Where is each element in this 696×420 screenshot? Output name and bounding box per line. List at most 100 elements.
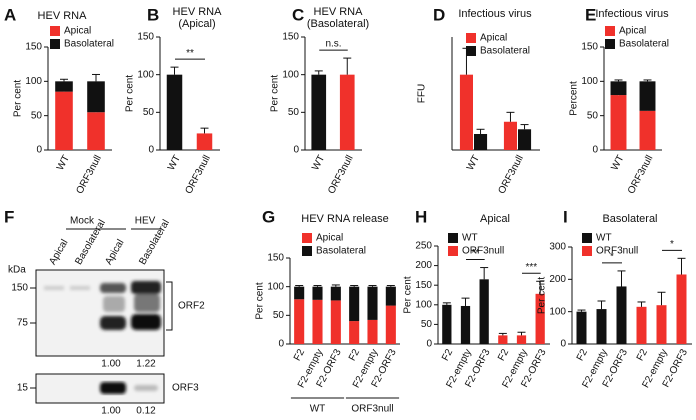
bar	[576, 311, 587, 344]
legend-label: Apical	[480, 33, 507, 44]
y-axis-label: Per cent	[537, 277, 548, 314]
error-bar	[461, 297, 470, 306]
legend-label: WT	[596, 233, 612, 244]
y-tick-label: 100	[267, 281, 284, 292]
y-tick-label: 50	[273, 310, 285, 321]
legend-label: Basolateral	[64, 39, 114, 50]
band	[100, 382, 126, 394]
legend-label: Apical	[316, 233, 343, 244]
lane-label: Apical	[47, 238, 70, 267]
quant-label: 0.12	[136, 406, 156, 417]
significance-label: **	[186, 48, 194, 59]
bar	[367, 286, 378, 320]
error-bar	[92, 73, 100, 82]
error-bar	[677, 257, 686, 275]
error-bar	[643, 79, 652, 82]
bar	[636, 306, 647, 344]
x-tick-label: ORF3null	[326, 153, 356, 195]
band-label: ORF2	[178, 301, 205, 312]
band	[131, 314, 161, 330]
bar	[616, 286, 627, 344]
band-label: ORF3	[172, 383, 199, 394]
error-bar	[577, 309, 586, 312]
band	[134, 294, 160, 312]
bands	[44, 281, 161, 330]
bar	[639, 81, 656, 111]
bar	[639, 110, 656, 150]
bar	[518, 129, 532, 150]
bar	[312, 299, 323, 344]
error-bar	[314, 70, 323, 75]
group-label: ORF3null	[351, 404, 393, 415]
panel-letter: I	[563, 207, 568, 226]
y-axis-label: Per cent	[125, 75, 136, 112]
y-tick-label: 250	[415, 241, 432, 252]
chart-title: HEV RNA	[173, 6, 223, 18]
y-tick-label: 150	[267, 253, 284, 264]
error-bar	[614, 79, 623, 82]
legend-label: ORF3null	[462, 246, 504, 257]
kda-label: kDa	[8, 265, 26, 276]
bar	[610, 81, 627, 96]
y-tick-label: 150	[415, 280, 432, 291]
panel-letter: B	[147, 5, 159, 24]
y-tick-label: 50	[421, 319, 433, 330]
group-label: HEV	[135, 216, 156, 227]
bar	[330, 286, 341, 301]
quant-label: 1.00	[101, 359, 121, 370]
y-tick-label: 0	[36, 145, 42, 156]
bar	[196, 133, 213, 150]
y-tick-label: 0	[592, 145, 598, 156]
chart-title: HEV RNA	[314, 6, 364, 18]
error-bar	[331, 284, 340, 287]
error-bar	[350, 285, 359, 287]
legend-label: Apical	[64, 26, 91, 37]
x-tick-label: F2	[347, 347, 362, 363]
y-tick-label: 0	[278, 339, 284, 350]
y-tick-label: 50	[288, 107, 300, 118]
y-tick-label: 300	[549, 242, 566, 253]
panel-letter: C	[292, 5, 304, 24]
legend-label: Basolateral	[316, 246, 366, 257]
quant-label: 1.22	[136, 359, 156, 370]
bar	[55, 91, 73, 150]
bar	[479, 279, 489, 344]
y-tick-label: 150	[25, 42, 42, 53]
significance-label: *	[610, 252, 614, 263]
bar	[503, 121, 517, 150]
group-label: WT	[310, 404, 326, 415]
y-tick-label: 100	[415, 299, 432, 310]
bar	[312, 286, 323, 300]
bar	[610, 95, 627, 150]
y-tick-label: 100	[137, 69, 154, 80]
y-tick-label: 50	[587, 110, 599, 121]
marker-label: 75	[17, 318, 29, 329]
legend-swatch	[302, 233, 312, 243]
y-tick-label: 100	[549, 306, 566, 317]
bar	[516, 335, 527, 344]
y-tick-label: 50	[31, 110, 43, 121]
chart-title: Apical	[480, 213, 510, 225]
bar	[385, 305, 396, 344]
chart-title: Infectious virus	[458, 8, 532, 20]
x-tick-label: F2	[635, 347, 650, 363]
y-tick-label: 200	[415, 260, 432, 271]
y-tick-label: 150	[282, 32, 299, 43]
y-tick-label: 100	[25, 76, 42, 87]
panel-letter: H	[415, 207, 427, 226]
bar	[311, 74, 327, 150]
bar	[474, 133, 488, 150]
legend-swatch	[448, 246, 458, 256]
bar	[460, 305, 471, 344]
y-tick-label: 0	[560, 339, 566, 350]
legend-swatch	[582, 233, 592, 243]
band-bracket	[166, 281, 173, 331]
legend-swatch	[448, 233, 458, 243]
panel-letter: D	[433, 5, 445, 24]
error-bar	[480, 267, 489, 280]
bar	[385, 286, 396, 306]
x-tick-label: F2	[292, 347, 307, 363]
x-tick-label: F2	[440, 347, 455, 363]
panel-letter: G	[262, 207, 275, 226]
